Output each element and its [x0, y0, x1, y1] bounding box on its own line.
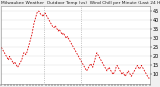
Text: Milwaukee Weather  Outdoor Temp (vs)  Wind Chill per Minute (Last 24 Hours): Milwaukee Weather Outdoor Temp (vs) Wind… — [1, 1, 160, 5]
